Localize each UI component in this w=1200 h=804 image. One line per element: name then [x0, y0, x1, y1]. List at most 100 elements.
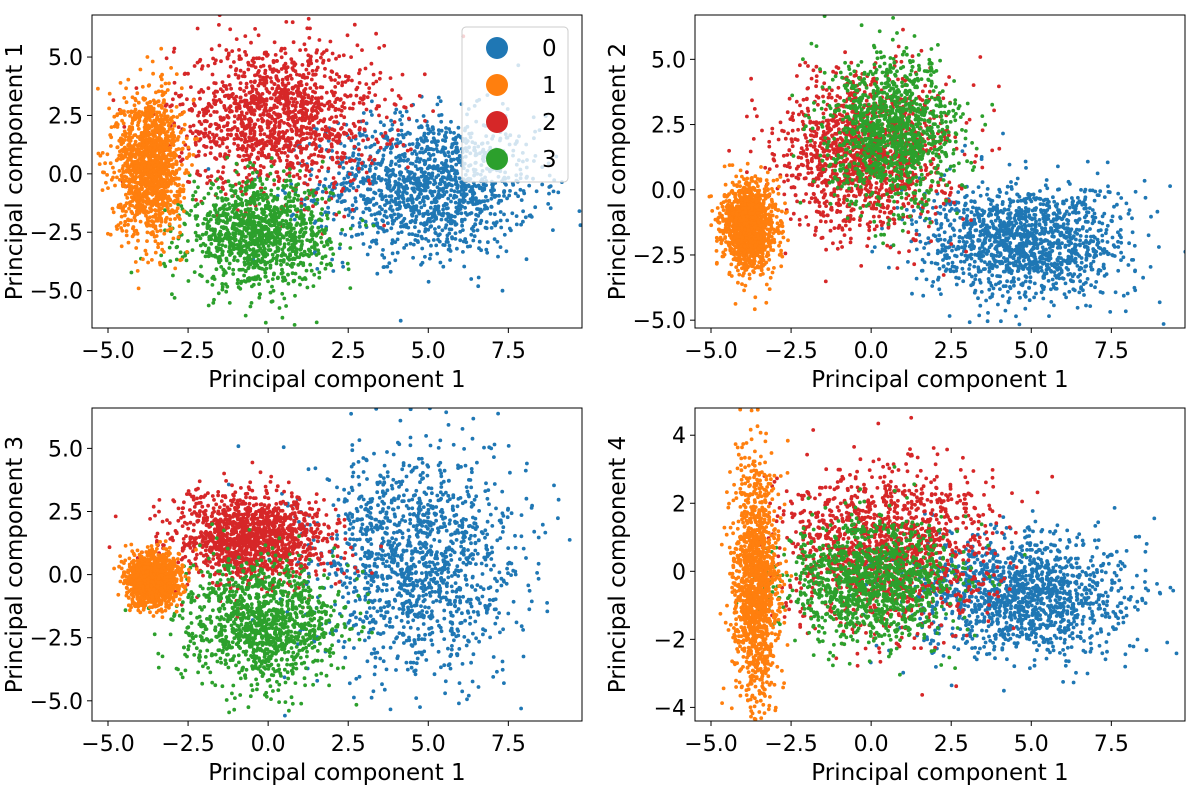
series-0-point [309, 198, 314, 203]
series-3-point [243, 313, 248, 318]
series-3-point [238, 286, 243, 291]
series-2-point [247, 138, 252, 143]
series-2-point [193, 103, 197, 108]
series-3-point [305, 285, 310, 290]
series-0-point [363, 219, 368, 224]
series-0-point [414, 214, 419, 219]
series-0-point [397, 189, 402, 194]
series-0-point [398, 118, 402, 122]
series-0-point [385, 185, 390, 190]
series-3-point [306, 205, 311, 210]
series-3-point [159, 253, 164, 258]
series-0-point [457, 198, 462, 203]
series-2-point [246, 157, 251, 162]
series-0-point [430, 173, 435, 178]
series-2-point [316, 96, 321, 101]
series-1-point [107, 91, 112, 96]
series-2-point [293, 113, 298, 117]
series-2-point [236, 74, 241, 79]
series-2-point [211, 132, 215, 137]
series-3-point [315, 197, 320, 202]
series-1-point [177, 224, 182, 229]
series-3-point [205, 225, 210, 229]
series-2-point [283, 51, 288, 56]
series-3-point [258, 292, 262, 296]
series-2-point [406, 165, 410, 170]
series-0-point [342, 144, 347, 148]
series-3-point [207, 254, 211, 258]
series-0-point [395, 137, 399, 142]
series-2-point [201, 113, 206, 118]
series-2-point [334, 97, 339, 102]
series-3-point [270, 252, 275, 257]
series-2-point [202, 134, 207, 139]
series-0-point [415, 137, 420, 142]
series-0-point [461, 250, 465, 254]
series-0-point [350, 223, 355, 228]
series-2-point [322, 74, 327, 78]
series-2-point [283, 111, 288, 116]
series-2-point [313, 96, 318, 101]
series-3-point [303, 230, 308, 235]
series-0-point [389, 118, 393, 123]
series-0-point [319, 224, 324, 229]
series-3-point [167, 245, 172, 250]
series-0-point [454, 135, 458, 140]
series-3-point [255, 263, 260, 268]
series-3-point [259, 188, 264, 193]
series-0-point [411, 181, 416, 186]
series-1-point [182, 122, 187, 127]
series-0-point [357, 157, 362, 162]
series-0-point [439, 179, 443, 183]
series-3-point [307, 254, 311, 259]
series-2-point [248, 131, 253, 136]
series-2-point [254, 87, 259, 92]
series-2-point [401, 143, 406, 147]
series-0-point [450, 142, 455, 147]
series-3-point [250, 222, 254, 227]
series-0-point [438, 232, 442, 237]
series-3-point [210, 283, 215, 287]
series-3-point [227, 246, 232, 251]
series-0-point [380, 253, 385, 257]
series-3-point [221, 226, 226, 231]
series-2-point [335, 155, 340, 160]
series-0-point [393, 196, 398, 201]
series-0-point [454, 194, 459, 199]
series-3-point [234, 161, 239, 166]
series-2-point [290, 86, 295, 91]
series-2-point [407, 116, 411, 121]
series-0-point [389, 226, 394, 231]
series-0-point [420, 260, 425, 265]
series-3-point [214, 238, 219, 243]
series-2-point [349, 55, 353, 59]
series-2-point [371, 81, 376, 86]
series-2-point [350, 106, 355, 111]
series-0-point [439, 128, 444, 133]
series-0-point [422, 174, 426, 178]
series-0-point [327, 184, 332, 189]
series-3-point [263, 320, 268, 325]
series-0-point [458, 229, 463, 234]
series-3-point [337, 210, 341, 215]
series-2-point [280, 77, 285, 82]
series-2-point [188, 124, 193, 129]
series-2-point [303, 174, 308, 178]
series-2-point [208, 151, 213, 156]
series-2-point [179, 159, 183, 164]
series-3-point [286, 192, 291, 197]
series-3-point [214, 192, 219, 196]
series-0-point [474, 199, 479, 203]
series-0-point [408, 241, 413, 246]
series-2-point [326, 107, 331, 111]
series-3-point [204, 232, 208, 236]
series-3-point [328, 261, 333, 266]
series-2-point [360, 97, 365, 102]
series-3-point [194, 238, 199, 243]
series-2-point [242, 126, 247, 131]
series-0-point [417, 125, 421, 130]
series-0-point [393, 258, 398, 263]
series-3-point [190, 248, 195, 253]
series-1-point [156, 245, 161, 250]
series-0-point [289, 182, 294, 187]
